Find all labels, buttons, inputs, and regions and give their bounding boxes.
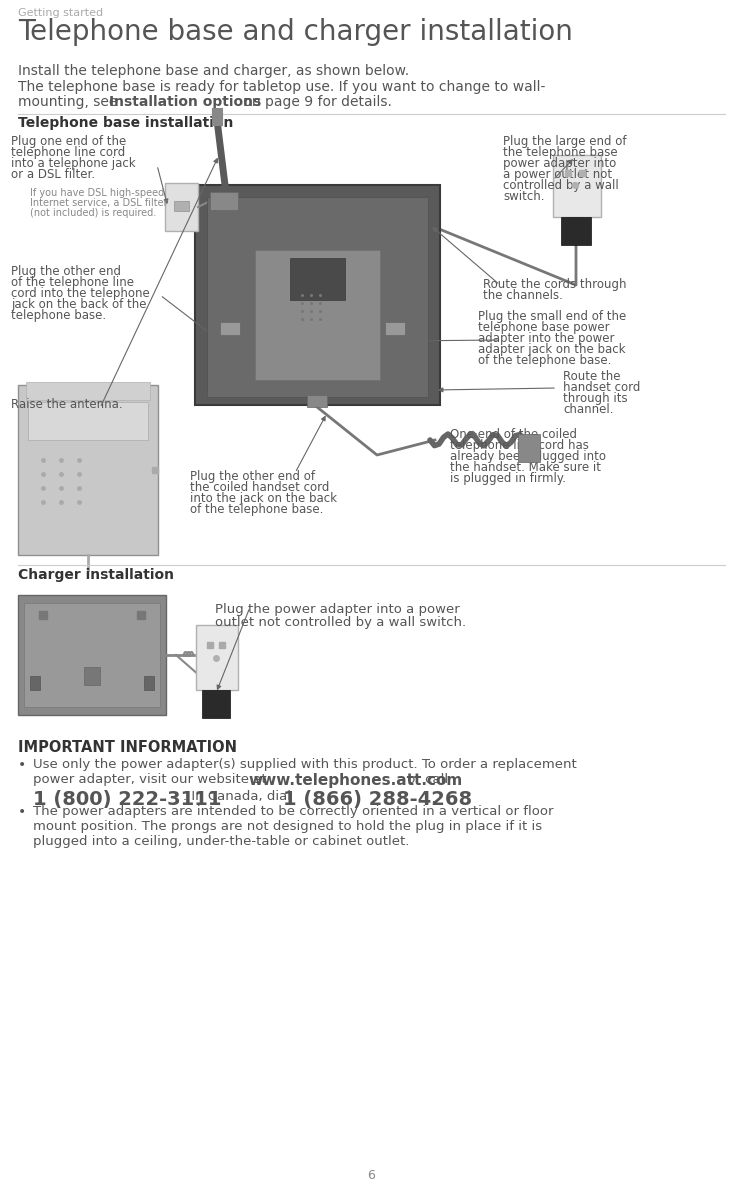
Bar <box>220 322 240 335</box>
Bar <box>207 197 428 397</box>
Text: .: . <box>431 791 438 808</box>
Text: . In Canada, dial: . In Canada, dial <box>183 791 295 803</box>
Text: Install the telephone base and charger, as shown below.: Install the telephone base and charger, … <box>18 65 409 78</box>
Text: the telephone base: the telephone base <box>503 146 617 159</box>
Text: the handset. Make sure it: the handset. Make sure it <box>450 460 601 474</box>
Text: Telephone base and charger installation: Telephone base and charger installation <box>18 18 573 45</box>
Text: Plug the power adapter into a power: Plug the power adapter into a power <box>215 603 460 616</box>
Text: of the telephone line: of the telephone line <box>11 276 134 289</box>
Bar <box>26 382 150 399</box>
Bar <box>385 322 405 335</box>
Bar <box>165 183 198 231</box>
Text: telephone base power: telephone base power <box>478 321 609 334</box>
Bar <box>561 216 591 245</box>
Bar <box>84 667 100 685</box>
Text: into a telephone jack: into a telephone jack <box>11 157 136 170</box>
Text: IMPORTANT INFORMATION: IMPORTANT INFORMATION <box>18 740 237 755</box>
Text: Raise the antenna.: Raise the antenna. <box>11 398 123 411</box>
Text: One end of the coiled: One end of the coiled <box>450 428 577 441</box>
Text: on page 9 for details.: on page 9 for details. <box>239 94 392 109</box>
Text: Plug the other end: Plug the other end <box>11 266 121 277</box>
Bar <box>30 676 40 690</box>
Text: a power outlet not: a power outlet not <box>503 167 612 181</box>
Bar <box>290 258 345 300</box>
Text: already been plugged into: already been plugged into <box>450 450 606 463</box>
Bar <box>18 385 158 555</box>
Text: or call: or call <box>403 773 448 786</box>
Text: 1 (800) 222-3111: 1 (800) 222-3111 <box>33 791 221 808</box>
Bar <box>174 201 189 210</box>
Text: the channels.: the channels. <box>483 289 563 303</box>
Bar <box>195 185 440 405</box>
Text: power adapter, visit our website at: power adapter, visit our website at <box>33 773 271 786</box>
Bar <box>255 250 380 380</box>
Text: •: • <box>18 758 26 771</box>
Bar <box>24 603 160 707</box>
Text: adapter jack on the back: adapter jack on the back <box>478 343 626 356</box>
Text: controlled by a wall: controlled by a wall <box>503 179 619 193</box>
Text: cord into the telephone: cord into the telephone <box>11 287 150 300</box>
Text: Telephone line cord: Telephone line cord <box>268 228 383 242</box>
Bar <box>28 402 148 440</box>
Text: Route the: Route the <box>563 370 620 383</box>
Text: If you have DSL high-speed: If you have DSL high-speed <box>30 188 164 199</box>
Text: is plugged in firmly.: is plugged in firmly. <box>450 472 566 486</box>
Text: switch.: switch. <box>503 190 545 203</box>
Text: power adapter into: power adapter into <box>503 157 616 170</box>
Text: adapter into the power: adapter into the power <box>478 332 614 344</box>
Text: (not included) is required.: (not included) is required. <box>30 208 156 218</box>
Bar <box>202 690 230 718</box>
Text: telephone line cord has: telephone line cord has <box>450 439 589 452</box>
Bar <box>144 676 154 690</box>
Text: Plug the small end of the: Plug the small end of the <box>478 310 626 323</box>
Text: plugged into a ceiling, under-the-table or cabinet outlet.: plugged into a ceiling, under-the-table … <box>33 835 409 848</box>
Text: Use only the power adapter(s) supplied with this product. To order a replacement: Use only the power adapter(s) supplied w… <box>33 758 577 771</box>
Text: The power adapters are intended to be correctly oriented in a vertical or floor: The power adapters are intended to be co… <box>33 805 554 818</box>
Text: Telephone base installation: Telephone base installation <box>18 116 233 130</box>
Text: of the telephone base.: of the telephone base. <box>190 504 323 515</box>
Text: through its: through its <box>563 392 628 405</box>
Bar <box>307 395 327 407</box>
Bar <box>518 434 540 462</box>
Text: channel.: channel. <box>563 403 614 416</box>
Text: telephone base.: telephone base. <box>11 309 106 322</box>
Text: www.telephones.att.com: www.telephones.att.com <box>248 773 462 788</box>
Text: of the telephone base.: of the telephone base. <box>478 354 611 367</box>
Text: the coiled handset cord: the coiled handset cord <box>190 481 329 494</box>
Bar <box>210 193 238 210</box>
Text: Route the cords through: Route the cords through <box>483 277 626 291</box>
Bar <box>196 626 238 690</box>
Text: handset cord: handset cord <box>563 382 640 393</box>
Text: The telephone base is ready for tabletop use. If you want to change to wall-: The telephone base is ready for tabletop… <box>18 80 545 94</box>
Text: Getting started: Getting started <box>18 8 103 18</box>
Text: Plug the other end of: Plug the other end of <box>190 470 315 483</box>
Text: into the jack on the back: into the jack on the back <box>190 492 337 505</box>
Text: telephone line cord: telephone line cord <box>11 146 126 159</box>
Bar <box>18 594 166 715</box>
Text: jack on the back of the: jack on the back of the <box>11 298 146 311</box>
Text: 6: 6 <box>367 1168 375 1182</box>
Text: Plug the large end of: Plug the large end of <box>503 135 626 148</box>
Bar <box>553 155 601 216</box>
Text: outlet not controlled by a wall switch.: outlet not controlled by a wall switch. <box>215 616 466 629</box>
Text: mount position. The prongs are not designed to hold the plug in place if it is: mount position. The prongs are not desig… <box>33 820 542 832</box>
Text: Internet service, a DSL filter: Internet service, a DSL filter <box>30 199 168 208</box>
Text: Installation options: Installation options <box>109 94 262 109</box>
Text: mounting, see: mounting, see <box>18 94 122 109</box>
Text: or a DSL filter.: or a DSL filter. <box>11 167 95 181</box>
Text: •: • <box>18 805 26 819</box>
Text: Charger installation: Charger installation <box>18 568 174 582</box>
Text: 1 (866) 288-4268: 1 (866) 288-4268 <box>283 791 472 808</box>
Text: Plug one end of the: Plug one end of the <box>11 135 126 148</box>
